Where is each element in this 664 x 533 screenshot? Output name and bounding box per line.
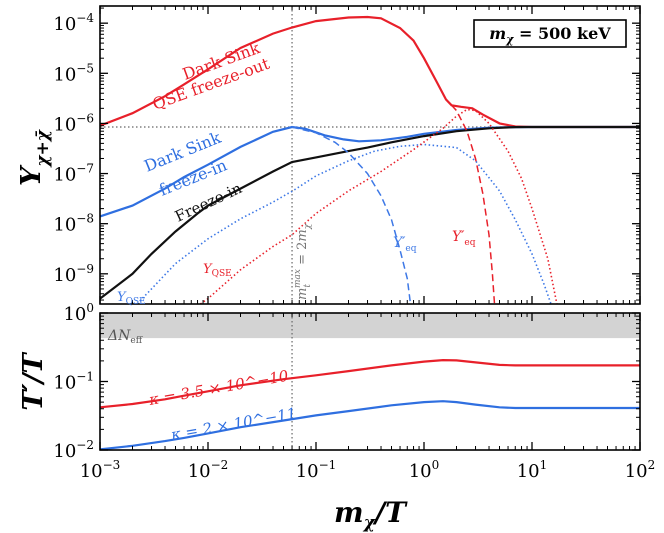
tick-label: 10−1: [53, 370, 94, 394]
label-yqse-blue: YQSE: [117, 290, 146, 307]
label-yqse-red: YQSE: [203, 262, 232, 279]
series-line-kappa-3p5e-10: [100, 358, 640, 409]
tick-label: 101: [517, 458, 548, 482]
tick-label: 10−8: [53, 212, 94, 236]
tick-label: 10−4: [53, 11, 94, 35]
label-yeq-blue: Y′eq: [393, 235, 417, 254]
tick-label: 10−3: [80, 458, 121, 482]
series-line-freeze-in: [100, 125, 640, 300]
label-mtmax: mtmax = 2mχ: [293, 223, 313, 300]
label-kappa-blue: κ = 2 × 10^−11: [169, 404, 298, 444]
tick-label: 10−9: [53, 262, 94, 286]
series-line-kappa-2e-11: [100, 400, 640, 450]
tick-label: 10−1: [296, 458, 337, 482]
tick-label: 102: [625, 458, 656, 482]
top-panel-frame: [99, 5, 641, 305]
tick-label: 10−7: [53, 162, 94, 186]
series-line-yqse-red: [199, 108, 558, 304]
series-line-dark-sink-qse-freeze-out: [100, 15, 640, 129]
top-series-group: [100, 15, 640, 304]
bottom-series-group: [100, 358, 640, 450]
axis-ticks: [99, 6, 641, 451]
series-line-yeq-blue: [291, 126, 412, 304]
label-yeq-red: Y′eq: [452, 229, 476, 248]
legend-box: [473, 19, 627, 48]
tick-label: 10−2: [53, 438, 94, 462]
tick-label: 10−5: [53, 61, 94, 85]
series-line-yqse-blue: [136, 143, 552, 304]
x-axis-title: mχ/T: [334, 496, 408, 533]
legend-label: mχ = 500 keV: [489, 24, 611, 46]
delta-neff-band: [100, 313, 640, 339]
tick-label: 100: [63, 301, 94, 325]
tick-label: 10−6: [53, 111, 94, 135]
label-kappa-red: κ = 3.5 × 10^−10: [147, 367, 291, 410]
tick-label: 10−2: [188, 458, 229, 482]
tick-label: 100: [409, 458, 440, 482]
top-y-axis-title: Yχ+χ̄: [16, 128, 53, 186]
series-line-yeq-red: [451, 104, 496, 304]
bottom-y-axis-title: T′/T: [18, 352, 49, 411]
